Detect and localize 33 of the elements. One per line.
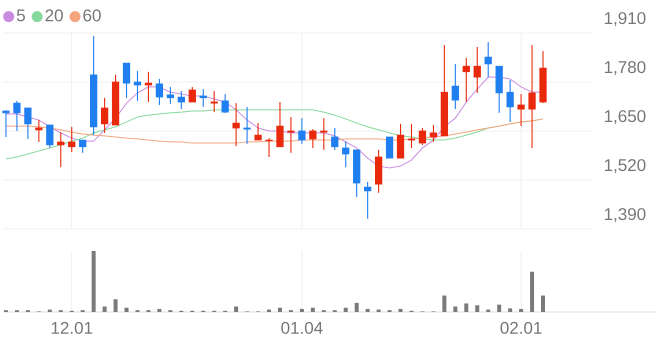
- y-tick-label: 1,910: [604, 12, 646, 26]
- bar: [354, 302, 359, 312]
- bar: [475, 305, 480, 312]
- bar: [234, 306, 238, 312]
- bar: [300, 308, 304, 312]
- bar: [157, 308, 162, 312]
- bar: [278, 308, 282, 312]
- y-tick-label: 1,780: [604, 61, 646, 76]
- legend-label: 5: [16, 9, 25, 22]
- bar: [344, 308, 348, 312]
- x-tick-label: 02.01: [500, 322, 542, 334]
- y-tick-label: 1,650: [604, 110, 646, 124]
- bar: [442, 296, 446, 312]
- bar: [398, 308, 403, 312]
- bar: [366, 308, 370, 312]
- bar: [508, 308, 512, 312]
- bar: [114, 299, 118, 312]
- legend-label: 20: [45, 9, 63, 22]
- x-tick-label: 01.04: [281, 322, 323, 334]
- bar: [541, 296, 546, 312]
- x-tick-label: 12.01: [52, 322, 92, 334]
- y-tick-label: 1,390: [604, 208, 646, 222]
- bar: [92, 251, 96, 312]
- bar: [102, 306, 107, 312]
- bar: [124, 308, 129, 312]
- bar: [530, 272, 534, 312]
- bar: [464, 303, 468, 312]
- legend-label: 60: [83, 9, 101, 22]
- bar: [310, 308, 315, 312]
- bar: [453, 306, 458, 312]
- y-tick-label: 1,520: [604, 159, 646, 174]
- bar: [519, 308, 524, 312]
- bar: [497, 304, 502, 312]
